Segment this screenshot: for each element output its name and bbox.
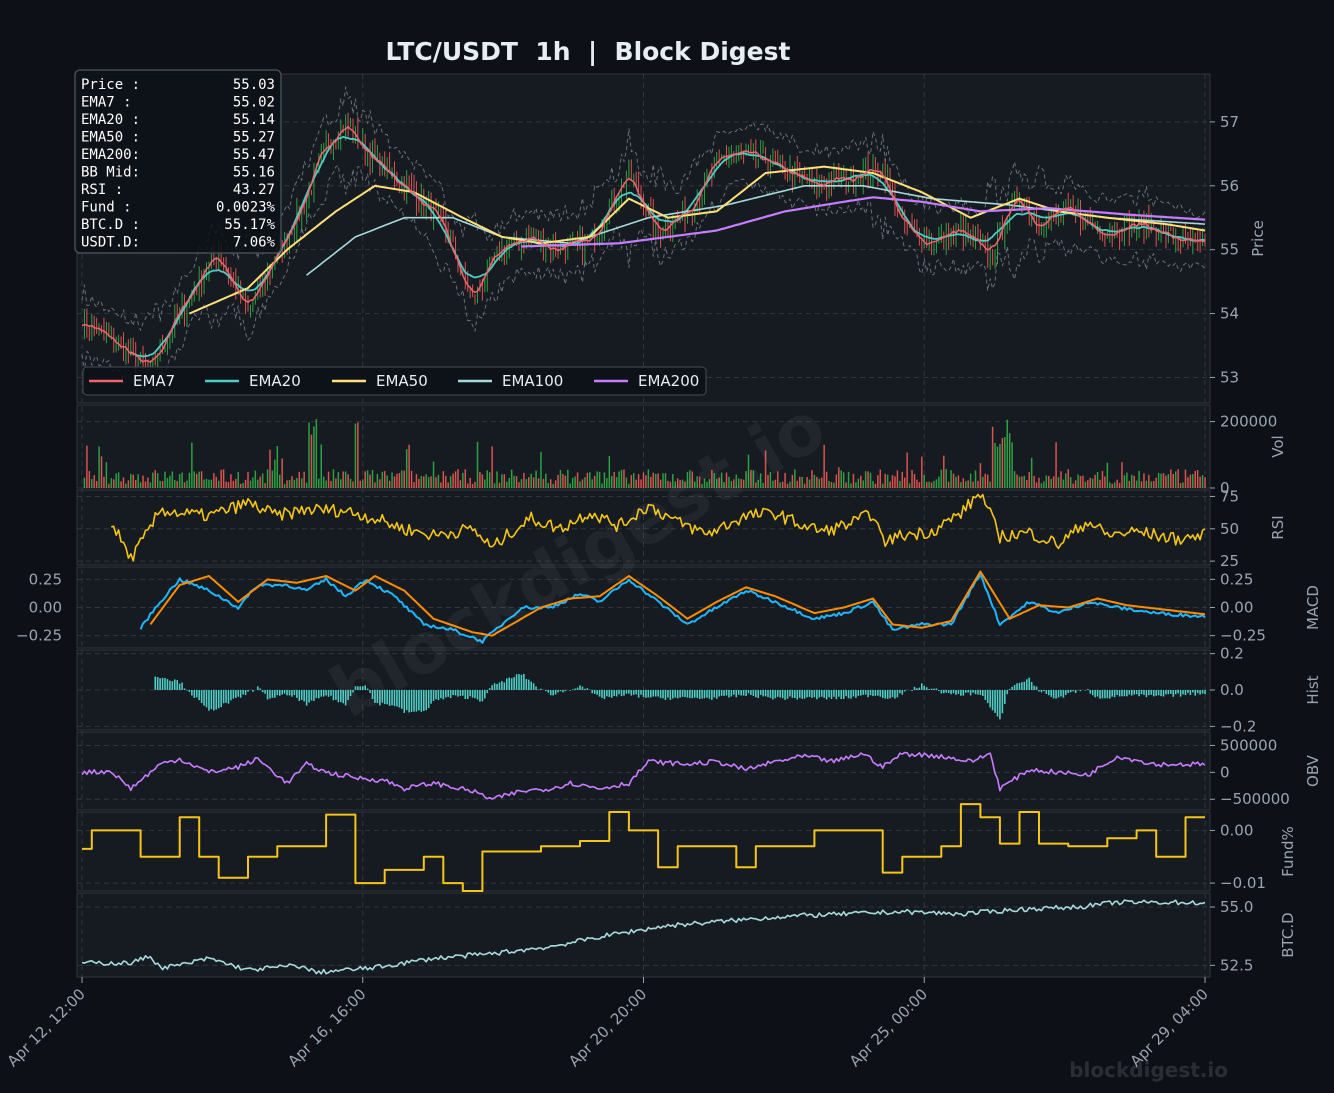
macd-line xyxy=(139,573,1206,644)
legend-label: EMA50 xyxy=(376,372,428,390)
y-tick-label-obv: 0 xyxy=(1220,763,1230,781)
macd-signal-line xyxy=(149,570,1206,637)
bollinger-lower xyxy=(81,164,1206,395)
legend-label: EMA7 xyxy=(133,372,175,390)
info-label: BTC.D : xyxy=(81,217,140,233)
y-tick-label-left-macd: 0.25 xyxy=(29,570,62,588)
legend-label: EMA100 xyxy=(502,372,563,390)
ema200-line xyxy=(521,196,1206,248)
info-value: 43.27 xyxy=(233,182,275,198)
y-axis-label-vol: Vol xyxy=(1269,435,1287,457)
info-value: 55.27 xyxy=(233,130,275,146)
info-label: EMA20 : xyxy=(81,112,140,128)
info-value: 7.06% xyxy=(233,235,276,251)
y-tick-label-macd: 0.25 xyxy=(1220,570,1253,588)
info-value: 55.02 xyxy=(233,95,275,111)
info-label: EMA50 : xyxy=(81,130,140,146)
y-tick-label-hist: 0.0 xyxy=(1220,681,1244,699)
y-axis-label-rsi: RSI xyxy=(1269,515,1287,539)
volume-bars xyxy=(83,419,1206,488)
y-tick-label-rsi: 50 xyxy=(1220,520,1239,538)
y-axis-label-obv: OBV xyxy=(1304,754,1322,787)
obv-line xyxy=(81,751,1206,800)
info-value: 55.14 xyxy=(233,112,275,128)
y-tick-label-btcd: 52.5 xyxy=(1220,956,1253,974)
y-axis-label-price: Price xyxy=(1249,220,1267,257)
info-label: BB Mid: xyxy=(81,165,140,181)
series-layer xyxy=(81,86,1206,975)
ema50-line xyxy=(188,165,1206,315)
info-label: RSI : xyxy=(81,182,123,198)
y-tick-label-fund: −0.01 xyxy=(1220,874,1266,892)
y-tick-label-macd: 0.00 xyxy=(1220,599,1253,617)
y-tick-label-hist: 0.2 xyxy=(1220,645,1244,663)
y-axis-label-macd: MACD xyxy=(1304,585,1322,630)
y-tick-label-obv: −500000 xyxy=(1220,790,1290,808)
y-axis-label-fund: Fund% xyxy=(1279,826,1297,877)
info-label: EMA200: xyxy=(81,147,140,163)
legend-label: EMA20 xyxy=(249,372,301,390)
info-value: 55.03 xyxy=(233,77,275,93)
y-tick-label-macd: −0.25 xyxy=(1220,627,1266,645)
info-label: USDT.D: xyxy=(81,235,140,251)
y-tick-label-rsi: 25 xyxy=(1220,552,1239,570)
y-tick-label-obv: 500000 xyxy=(1220,736,1277,754)
info-label: Fund : xyxy=(81,200,132,216)
rsi-line xyxy=(111,493,1206,562)
y-tick-label-price: 54 xyxy=(1220,305,1239,323)
y-tick-label-hist: −0.2 xyxy=(1220,717,1256,735)
y-tick-label-price: 57 xyxy=(1220,113,1239,131)
y-tick-label-price: 53 xyxy=(1220,368,1239,386)
btcd-line xyxy=(81,899,1206,975)
macd-histogram xyxy=(154,673,1206,720)
info-value: 55.16 xyxy=(233,165,275,181)
y-axis-label-hist: Hist xyxy=(1304,675,1322,704)
footer-brand: blockdigest.io xyxy=(1069,1058,1228,1082)
legend-label: EMA200 xyxy=(638,372,699,390)
y-tick-label-btcd: 55.0 xyxy=(1220,898,1253,916)
info-label: Price : xyxy=(81,77,140,93)
y-tick-label-price: 55 xyxy=(1220,241,1239,259)
y-tick-label-price: 56 xyxy=(1220,177,1239,195)
info-label: EMA7 : xyxy=(81,95,132,111)
funding-line xyxy=(82,803,1205,892)
info-value: 0.0023% xyxy=(216,200,276,216)
grid-lines xyxy=(77,74,1210,977)
y-axis-label-btcd: BTC.D xyxy=(1279,912,1297,957)
ema7-line xyxy=(81,125,1206,363)
y-tick-label-vol: 0 xyxy=(1220,479,1230,497)
chart-title: LTC/USDT 1h | Block Digest xyxy=(386,37,791,66)
legend: EMA7 EMA20 EMA50 EMA100 EMA200 xyxy=(82,366,707,396)
info-value: 55.47 xyxy=(233,147,275,163)
y-tick-label-left-macd: −0.25 xyxy=(16,627,62,645)
y-tick-label-vol: 200000 xyxy=(1220,413,1277,431)
info-box: Price : 55.03 EMA7 : 55.02 EMA20 : 55.14 EMA50… xyxy=(74,69,282,254)
info-value: 55.17% xyxy=(224,217,275,233)
y-tick-label-fund: 0.00 xyxy=(1220,821,1253,839)
y-tick-label-rsi: 75 xyxy=(1220,487,1239,505)
y-tick-label-left-macd: 0.00 xyxy=(29,599,62,617)
